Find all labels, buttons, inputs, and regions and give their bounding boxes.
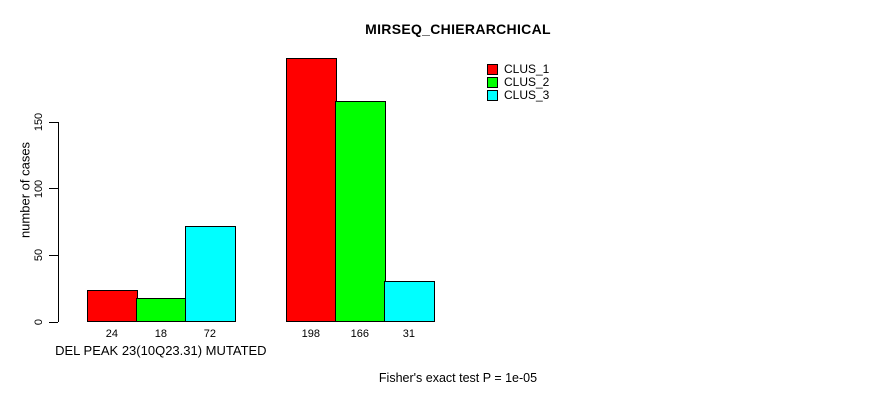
bar-value-label: 198 — [301, 328, 321, 340]
legend-label: CLUS_1 — [504, 62, 550, 76]
bar-value-label: 166 — [350, 328, 370, 340]
bar-value-label: 18 — [154, 328, 167, 340]
bar-clus_2-group1 — [136, 298, 187, 322]
bar-clus_1-group2 — [286, 58, 337, 322]
y-tick-mark — [49, 121, 58, 123]
y-tick-mark — [49, 188, 58, 190]
y-tick-label: 50 — [33, 249, 45, 262]
y-tick-label: 0 — [33, 318, 45, 326]
x-axis-group-label: DEL PEAK 23(10Q23.31) MUTATED — [55, 343, 267, 358]
bar-clus_1-group1 — [87, 290, 138, 322]
legend-swatch-clus_1 — [487, 64, 498, 75]
y-tick-mark — [49, 254, 58, 256]
legend-swatch-clus_3 — [487, 90, 498, 101]
legend-item-clus_1: CLUS_1 — [487, 63, 549, 76]
bar-value-label: 24 — [105, 328, 118, 340]
legend-label: CLUS_2 — [504, 75, 550, 89]
bar-clus_2-group2 — [335, 100, 386, 322]
y-axis-title: number of cases — [17, 141, 33, 239]
bar-clus_3-group2 — [384, 280, 435, 322]
y-tick-mark — [49, 321, 58, 323]
bar-clus_3-group1 — [185, 226, 236, 322]
y-tick-label: 150 — [33, 112, 45, 132]
legend-label: CLUS_3 — [504, 88, 550, 102]
legend-item-clus_3: CLUS_3 — [487, 89, 549, 102]
legend-swatch-clus_2 — [487, 77, 498, 88]
legend-item-clus_2: CLUS_2 — [487, 76, 549, 89]
legend: CLUS_1 CLUS_2 CLUS_3 — [487, 63, 549, 102]
y-tick-label: 100 — [33, 179, 45, 198]
bar-value-label: 31 — [402, 328, 415, 340]
bar-value-label: 72 — [203, 328, 216, 340]
y-axis-line — [58, 122, 59, 322]
chart-title: MIRSEQ_CHIERARCHICAL — [365, 21, 551, 37]
fisher-test-annotation: Fisher's exact test P = 1e-05 — [378, 371, 538, 385]
